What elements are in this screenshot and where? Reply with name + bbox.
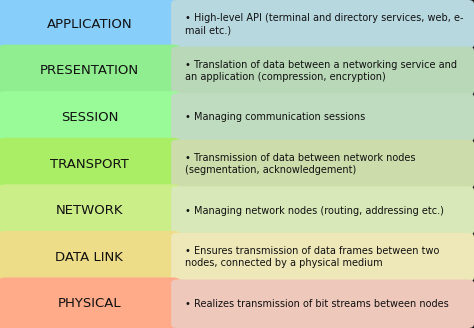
Text: • Realizes transmission of bit streams between nodes: • Realizes transmission of bit streams b… (185, 299, 449, 309)
Text: • High-level API (terminal and directory services, web, e-
mail etc.): • High-level API (terminal and directory… (185, 13, 464, 35)
FancyBboxPatch shape (0, 184, 182, 237)
FancyBboxPatch shape (171, 140, 474, 188)
Text: • Transmission of data between network nodes
(segmentation, acknowledgement): • Transmission of data between network n… (185, 153, 416, 175)
Text: PHYSICAL: PHYSICAL (57, 297, 121, 310)
FancyBboxPatch shape (171, 233, 474, 281)
FancyBboxPatch shape (0, 277, 182, 328)
FancyBboxPatch shape (171, 0, 474, 49)
FancyBboxPatch shape (0, 45, 182, 97)
FancyBboxPatch shape (171, 186, 474, 235)
Text: DATA LINK: DATA LINK (55, 251, 123, 264)
Text: APPLICATION: APPLICATION (46, 18, 132, 31)
FancyBboxPatch shape (171, 279, 474, 328)
FancyBboxPatch shape (171, 93, 474, 142)
FancyBboxPatch shape (0, 0, 182, 51)
Text: NETWORK: NETWORK (55, 204, 123, 217)
FancyBboxPatch shape (0, 138, 182, 190)
Text: • Managing network nodes (routing, addressing etc.): • Managing network nodes (routing, addre… (185, 206, 444, 215)
FancyBboxPatch shape (0, 231, 182, 283)
Text: SESSION: SESSION (61, 111, 118, 124)
FancyBboxPatch shape (0, 91, 182, 144)
Text: TRANSPORT: TRANSPORT (50, 157, 129, 171)
Text: PRESENTATION: PRESENTATION (40, 64, 139, 77)
Text: • Managing communication sessions: • Managing communication sessions (185, 113, 365, 122)
Text: • Ensures transmission of data frames between two
nodes, connected by a physical: • Ensures transmission of data frames be… (185, 246, 440, 268)
FancyBboxPatch shape (171, 47, 474, 95)
Text: • Translation of data between a networking service and
an application (compressi: • Translation of data between a networki… (185, 60, 457, 82)
